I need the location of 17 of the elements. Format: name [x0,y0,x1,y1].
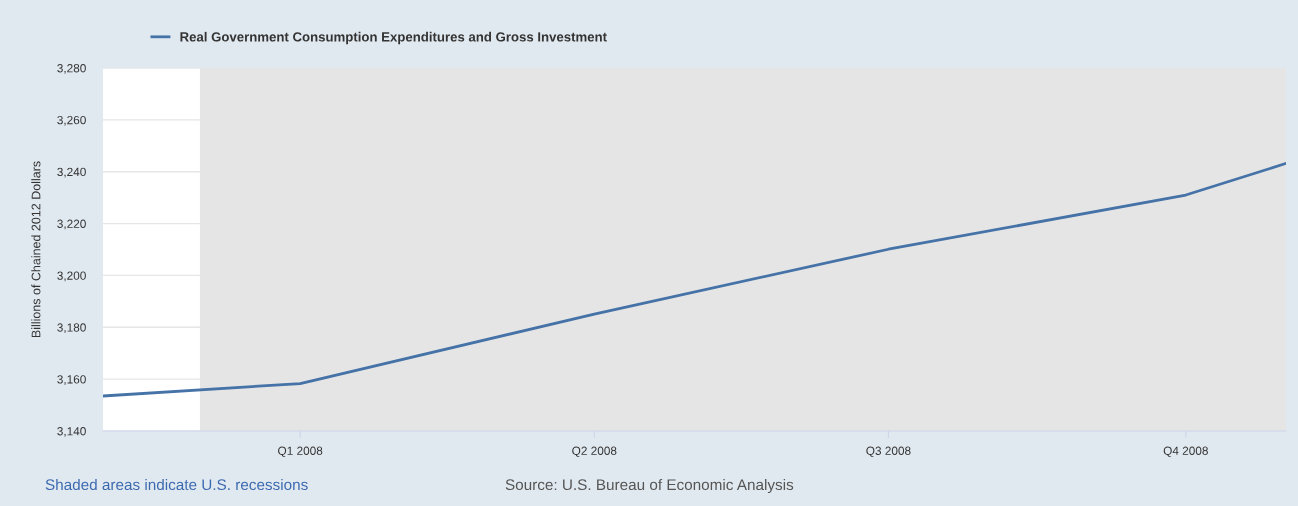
text: Shaded areas indicate U.S. recessions [45,478,308,491]
y-tick-label: 3,280 [57,64,86,74]
x-tick-label: Q2 2008 [572,446,617,458]
x-tick-label: Q4 2008 [1163,446,1208,458]
y-tick-label: 3,240 [57,167,86,178]
line-series [103,162,1286,398]
y-tick-label: 3,140 [57,427,86,437]
legend-label: Real Government Consumption Expenditures and Gross Investment [180,31,607,45]
y-tick-label: 3,160 [57,375,86,385]
x-tick-label: Q3 2008 [866,446,911,458]
x-tick-label: Q1 2008 [278,446,323,458]
y-tick-label: 3,180 [57,323,86,334]
y-tick-label: 3,220 [57,219,86,230]
y-tick-label: 3,200 [57,271,86,282]
y-tick-label: 3,260 [57,115,86,126]
source-note: Source: U.S. Bureau of Economic Analysis [505,478,794,494]
y-axis-title: Billions of Chained 2012 Dollars [31,161,41,338]
